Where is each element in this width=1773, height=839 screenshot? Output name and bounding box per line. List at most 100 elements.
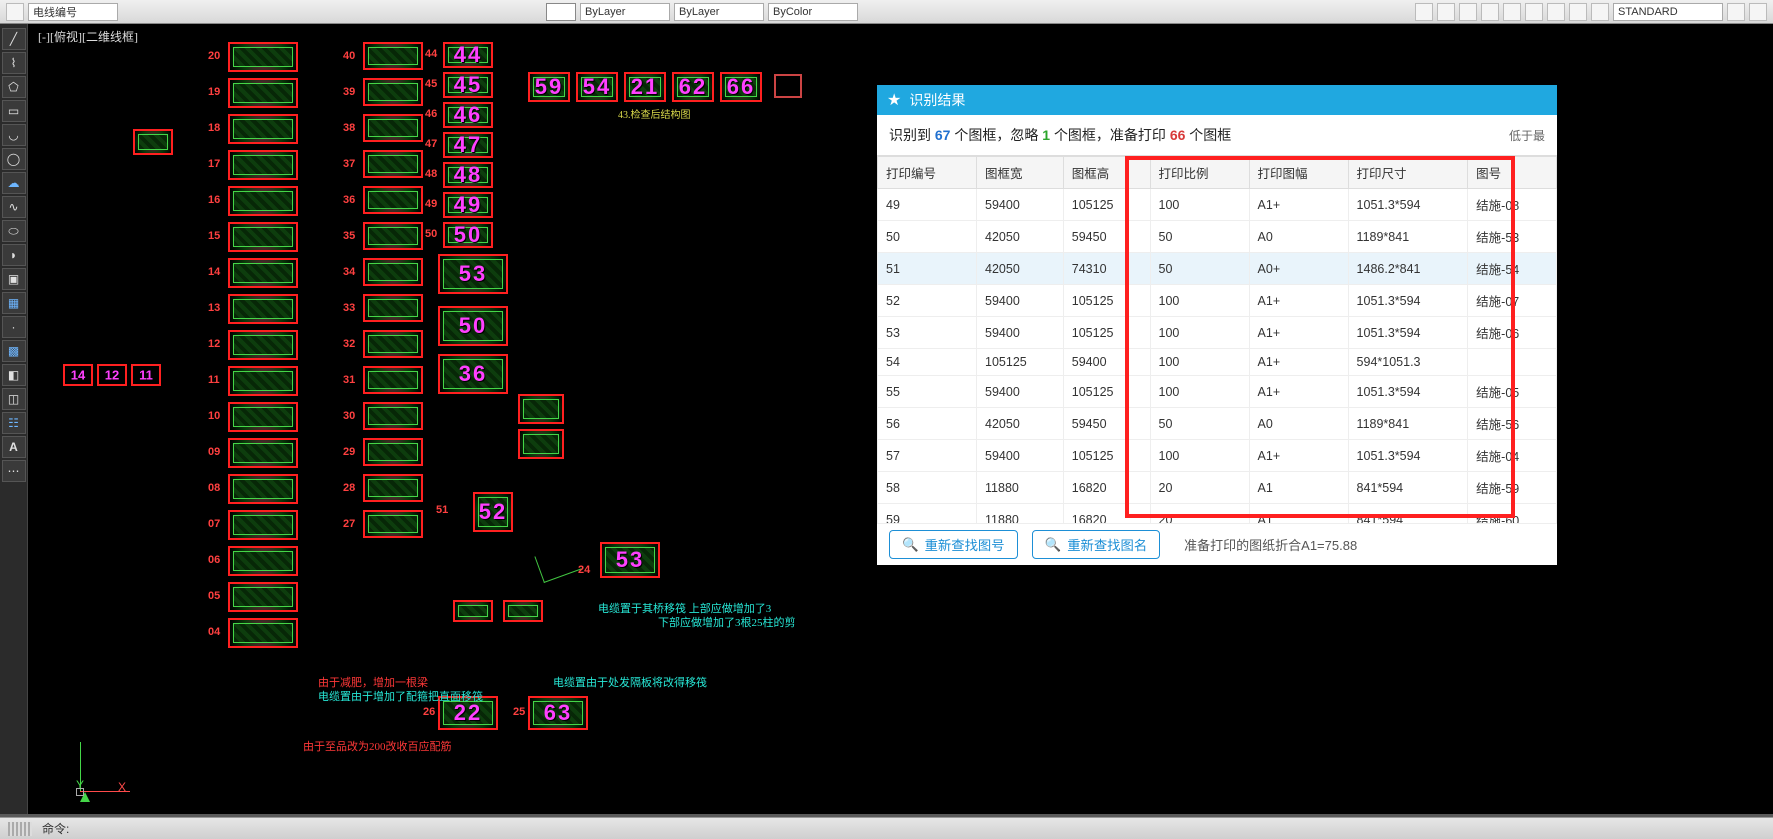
drawing-frame[interactable] <box>228 330 298 360</box>
table-cell[interactable]: 1051.3*594 <box>1348 376 1468 408</box>
table-row[interactable]: 5410512559400100A1+594*1051.3 <box>878 349 1557 376</box>
table-header[interactable]: 打印尺寸 <box>1348 157 1468 189</box>
tool-ellipsearc-icon[interactable]: ◗ <box>2 244 26 266</box>
table-cell[interactable]: 55 <box>878 376 977 408</box>
drawing-frame[interactable]: 46 <box>443 102 493 128</box>
table-cell[interactable]: 59400 <box>977 376 1064 408</box>
drawing-frame[interactable] <box>228 186 298 216</box>
topbar-left-field[interactable]: 电线编号 <box>28 3 118 21</box>
table-cell[interactable]: 59 <box>878 504 977 524</box>
table-cell[interactable]: A0 <box>1249 408 1348 440</box>
table-cell[interactable]: 1189*841 <box>1348 221 1468 253</box>
drawing-frame[interactable] <box>363 294 423 322</box>
drawing-frame[interactable] <box>228 474 298 504</box>
table-cell[interactable]: 105125 <box>1063 440 1150 472</box>
layer-color-swatch[interactable] <box>546 3 576 21</box>
btn-refind-name[interactable]: 🔍 重新查找图名 <box>1032 530 1161 559</box>
drawing-frame[interactable] <box>228 510 298 540</box>
topbar-icon-9[interactable] <box>1591 3 1609 21</box>
table-cell[interactable]: 结施-06 <box>1468 317 1557 349</box>
tool-insert-icon[interactable]: ▣ <box>2 268 26 290</box>
table-cell[interactable]: 结施-60 <box>1468 504 1557 524</box>
topbar-icon-a[interactable] <box>6 3 24 21</box>
drawing-frame[interactable] <box>363 186 423 214</box>
table-cell[interactable]: 结施-56 <box>1468 408 1557 440</box>
topbar-icon-7[interactable] <box>1547 3 1565 21</box>
drawing-frame[interactable] <box>503 600 543 622</box>
table-cell[interactable]: 结施-53 <box>1468 221 1557 253</box>
table-cell[interactable]: A1+ <box>1249 317 1348 349</box>
table-cell[interactable]: 841*594 <box>1348 472 1468 504</box>
tool-line-icon[interactable]: ╱ <box>2 28 26 50</box>
table-cell[interactable]: 20 <box>1150 504 1249 524</box>
table-cell[interactable]: 50 <box>1150 408 1249 440</box>
drawing-frame[interactable]: 45 <box>443 72 493 98</box>
table-cell[interactable]: 结施-05 <box>1468 376 1557 408</box>
drawing-frame[interactable] <box>363 510 423 538</box>
drawing-frame[interactable]: 59 <box>528 72 570 102</box>
table-cell[interactable]: 594*1051.3 <box>1348 349 1468 376</box>
table-cell[interactable]: 100 <box>1150 440 1249 472</box>
table-cell[interactable]: 16820 <box>1063 472 1150 504</box>
table-cell[interactable]: A1+ <box>1249 376 1348 408</box>
table-cell[interactable]: 54 <box>878 349 977 376</box>
table-header[interactable]: 图号 <box>1468 157 1557 189</box>
drawing-frame[interactable] <box>363 78 423 106</box>
table-row[interactable]: 5359400105125100A1+1051.3*594结施-06 <box>878 317 1557 349</box>
btn-refind-number[interactable]: 🔍 重新查找图号 <box>889 530 1018 559</box>
table-cell[interactable]: 结施-54 <box>1468 253 1557 285</box>
bycolor[interactable]: ByColor <box>768 3 858 21</box>
drawing-frame[interactable] <box>228 618 298 648</box>
result-table[interactable]: 打印编号图框宽图框高打印比例打印图幅打印尺寸图号 495940010512510… <box>877 156 1557 523</box>
table-cell[interactable]: A1+ <box>1249 285 1348 317</box>
table-cell[interactable]: 1486.2*841 <box>1348 253 1468 285</box>
table-row[interactable]: 51420507431050A0+1486.2*841结施-54 <box>878 253 1557 285</box>
drawing-frame[interactable] <box>453 600 493 622</box>
bylayer-a[interactable]: ByLayer <box>580 3 670 21</box>
table-cell[interactable]: 100 <box>1150 317 1249 349</box>
table-cell[interactable]: 11880 <box>977 504 1064 524</box>
table-cell[interactable]: 49 <box>878 189 977 221</box>
topbar-icon-4[interactable] <box>1481 3 1499 21</box>
table-cell[interactable]: 结施-59 <box>1468 472 1557 504</box>
table-row[interactable]: 50420505945050A01189*841结施-53 <box>878 221 1557 253</box>
tool-ellipse-icon[interactable]: ⬭ <box>2 220 26 242</box>
drawing-frame[interactable] <box>363 258 423 286</box>
table-cell[interactable]: 105125 <box>1063 285 1150 317</box>
table-cell[interactable]: 100 <box>1150 189 1249 221</box>
table-row[interactable]: 58118801682020A1841*594结施-59 <box>878 472 1557 504</box>
table-cell[interactable]: 57 <box>878 440 977 472</box>
tool-polyline-icon[interactable]: ⌇ <box>2 52 26 74</box>
drawing-frame[interactable]: 63 <box>528 696 588 730</box>
drawing-frame[interactable] <box>363 330 423 358</box>
topbar-icon-3[interactable] <box>1459 3 1477 21</box>
table-cell[interactable]: 105125 <box>1063 376 1150 408</box>
table-cell[interactable]: 1051.3*594 <box>1348 317 1468 349</box>
tool-region-icon[interactable]: ◫ <box>2 388 26 410</box>
drawing-frame[interactable] <box>363 114 423 142</box>
drawing-frame[interactable] <box>228 438 298 468</box>
drawing-frame[interactable] <box>363 150 423 178</box>
table-cell[interactable]: A1+ <box>1249 189 1348 221</box>
table-cell[interactable]: A1 <box>1249 472 1348 504</box>
table-row[interactable]: 4959400105125100A1+1051.3*594结施-08 <box>878 189 1557 221</box>
drawing-frame[interactable]: 53 <box>600 542 660 578</box>
table-cell[interactable]: 105125 <box>977 349 1064 376</box>
topbar-icon-1[interactable] <box>1415 3 1433 21</box>
table-cell[interactable]: 51 <box>878 253 977 285</box>
table-cell[interactable]: 16820 <box>1063 504 1150 524</box>
table-cell[interactable]: 59400 <box>977 440 1064 472</box>
table-cell[interactable]: A1 <box>1249 504 1348 524</box>
table-cell[interactable]: 1051.3*594 <box>1348 440 1468 472</box>
tool-circle-icon[interactable]: ◯ <box>2 148 26 170</box>
table-cell[interactable]: 1051.3*594 <box>1348 285 1468 317</box>
tool-table-icon[interactable]: ☷ <box>2 412 26 434</box>
drawing-frame[interactable] <box>228 582 298 612</box>
table-cell[interactable]: 42050 <box>977 408 1064 440</box>
drawing-frame[interactable] <box>228 150 298 180</box>
drawing-frame[interactable]: 50 <box>438 306 508 346</box>
textstyle-box[interactable]: STANDARD <box>1613 3 1723 21</box>
statusbar-grip-icon[interactable] <box>8 822 32 836</box>
topbar-icon-6[interactable] <box>1525 3 1543 21</box>
drawing-frame[interactable] <box>228 294 298 324</box>
